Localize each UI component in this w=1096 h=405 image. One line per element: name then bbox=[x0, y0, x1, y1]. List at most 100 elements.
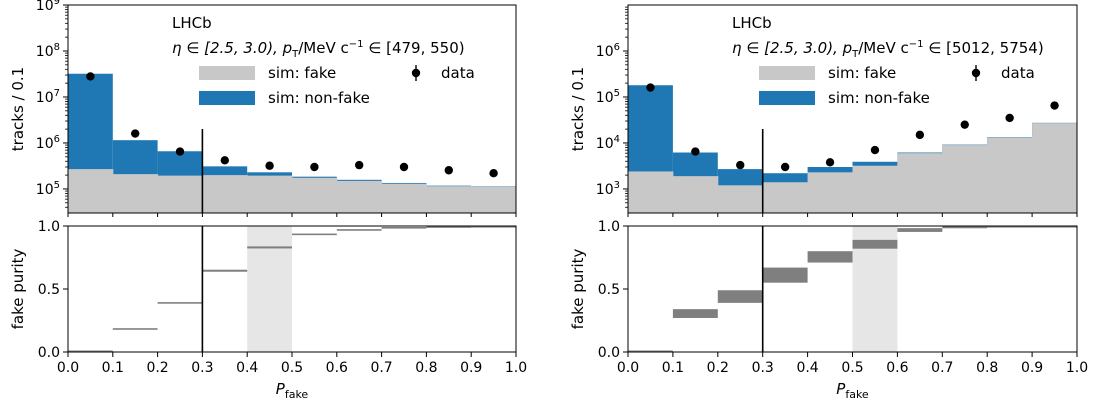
data-point bbox=[86, 72, 95, 81]
legend-fake-label: sim: fake bbox=[268, 64, 336, 82]
x-tick-label: 0.5 bbox=[841, 360, 863, 376]
legend-data-label: data bbox=[1001, 64, 1035, 82]
legend-data-marker bbox=[411, 68, 421, 78]
data-point bbox=[355, 160, 364, 170]
y-axis-label-bottom: fake purity bbox=[569, 249, 587, 330]
x-axis-label: Pfake bbox=[836, 380, 869, 401]
sim-fake-bar bbox=[897, 153, 943, 213]
legend-fake-label: sim: fake bbox=[828, 64, 896, 82]
legend-fake-swatch bbox=[759, 66, 815, 80]
purity-bar bbox=[336, 229, 382, 231]
legend-fake-swatch bbox=[199, 66, 255, 80]
sim-fake-bar bbox=[381, 183, 427, 213]
y-tick-label: 105 bbox=[36, 180, 60, 198]
data-point bbox=[310, 162, 319, 172]
data-point bbox=[220, 156, 229, 165]
sim-fake-bar bbox=[852, 165, 898, 213]
data-point bbox=[1050, 101, 1059, 110]
x-axis-label: Pfake bbox=[276, 380, 309, 401]
purity-bar bbox=[672, 309, 718, 318]
sim-fake-bar bbox=[807, 172, 853, 213]
legend: sim: fake sim: non-fake data bbox=[199, 64, 475, 107]
x-tick-label: 0.0 bbox=[57, 360, 79, 376]
legend-data-marker bbox=[971, 68, 981, 78]
purity-bar bbox=[292, 233, 337, 236]
sim-fake-bar bbox=[247, 175, 293, 213]
x-tick-label: 0.7 bbox=[931, 360, 953, 376]
legend-nonfake-label: sim: non-fake bbox=[828, 89, 930, 107]
x-tick-label: 0.9 bbox=[1021, 360, 1043, 376]
y-tick-label-bottom: 0.5 bbox=[38, 282, 60, 298]
data-point bbox=[444, 166, 453, 175]
data-point bbox=[131, 129, 140, 138]
y-tick-label: 103 bbox=[596, 180, 620, 198]
data-point bbox=[960, 120, 969, 129]
x-tick-label: 0.2 bbox=[707, 360, 729, 376]
sim-fake-bar bbox=[471, 186, 517, 213]
x-tick-label: 0.8 bbox=[976, 360, 998, 376]
purity-bar bbox=[68, 350, 113, 353]
x-tick-label: 0.6 bbox=[326, 360, 348, 376]
x-tick-label: 0.7 bbox=[370, 360, 392, 376]
y-tick-label-bottom: 0.5 bbox=[598, 282, 620, 298]
data-point bbox=[691, 147, 700, 156]
legend-nonfake-swatch bbox=[759, 91, 815, 105]
purity-bar bbox=[381, 227, 427, 229]
y-tick-label-bottom: 1.0 bbox=[38, 219, 60, 235]
top-panel: 103 104 105 106 tracks / 0.1 LHCb η ∈ [2.5, 3.… bbox=[569, 4, 1078, 217]
purity-bar bbox=[471, 226, 516, 228]
y-axis-label-top: tracks / 0.1 bbox=[9, 67, 27, 151]
sim-fake-bar bbox=[202, 175, 248, 213]
bottom-panel: 0.0 0.5 1.0 fake purity 0.0 0.1 0.2 0.3 0.4 0.5 0.… bbox=[9, 219, 527, 401]
x-tick-label: 0.1 bbox=[662, 360, 684, 376]
legend-nonfake-label: sim: non-fake bbox=[268, 89, 370, 107]
y-tick-label-bottom: 0.0 bbox=[38, 345, 60, 361]
sim-fake-bar bbox=[68, 169, 114, 213]
panel-right: 103 104 105 106 tracks / 0.1 LHCb η ∈ [2.5, 3.… bbox=[569, 4, 1088, 401]
x-tick-label: 0.9 bbox=[460, 360, 482, 376]
purity-bar bbox=[807, 251, 853, 263]
sim-fake-bar bbox=[672, 176, 719, 213]
experiment-label: LHCb bbox=[732, 14, 772, 32]
purity-bar bbox=[426, 226, 472, 228]
selection-label: η ∈ [2.5, 3.0), pT/MeV c−1 ∈ [479, 550) bbox=[172, 39, 465, 60]
x-tick-label: 0.8 bbox=[415, 360, 437, 376]
legend: sim: fake sim: non-fake data bbox=[759, 64, 1035, 107]
sim-fake-bar bbox=[762, 182, 809, 213]
x-tick-label: 1.0 bbox=[1066, 360, 1088, 376]
sim-fake-bar bbox=[292, 177, 338, 213]
x-tick-label: 0.0 bbox=[617, 360, 639, 376]
data-point bbox=[265, 161, 274, 170]
data-point bbox=[736, 160, 745, 170]
purity-bar bbox=[1032, 226, 1077, 228]
purity-bar bbox=[157, 302, 203, 304]
x-tick-label: 0.4 bbox=[796, 360, 818, 376]
legend-data-label: data bbox=[441, 64, 475, 82]
y-tick-label: 106 bbox=[596, 42, 620, 60]
sim-fake-bar bbox=[336, 180, 383, 213]
y-axis-label-bottom: fake purity bbox=[9, 249, 27, 330]
data-point bbox=[825, 158, 835, 167]
purity-bar bbox=[628, 350, 673, 353]
purity-bar bbox=[112, 328, 158, 330]
y-tick-label-bottom: 1.0 bbox=[598, 219, 620, 235]
top-panel: 105 106 107 108 109 tracks / 0.1 LHCb η ∈ [2.5,… bbox=[9, 0, 517, 217]
x-tick-label: 0.3 bbox=[752, 360, 774, 376]
x-tick-label: 0.4 bbox=[236, 360, 258, 376]
bottom-panel: 0.0 0.5 1.0 fake purity 0.0 0.1 0.2 0.3 0.4 0.5 0.… bbox=[569, 219, 1088, 401]
y-tick-label: 105 bbox=[596, 88, 620, 106]
purity-bar bbox=[762, 267, 808, 283]
data-point bbox=[870, 145, 880, 155]
data-point bbox=[1005, 113, 1014, 123]
y-axis-label-top: tracks / 0.1 bbox=[569, 67, 587, 151]
x-tick-label: 0.1 bbox=[102, 360, 124, 376]
purity-bar bbox=[247, 246, 292, 249]
purity-bar bbox=[717, 290, 763, 303]
experiment-label: LHCb bbox=[172, 14, 212, 32]
sim-fake-bar bbox=[1032, 123, 1078, 213]
purity-bar bbox=[987, 226, 1033, 228]
purity-bar bbox=[942, 226, 988, 229]
sim-fake-bar bbox=[987, 137, 1033, 213]
data-point bbox=[915, 130, 925, 140]
